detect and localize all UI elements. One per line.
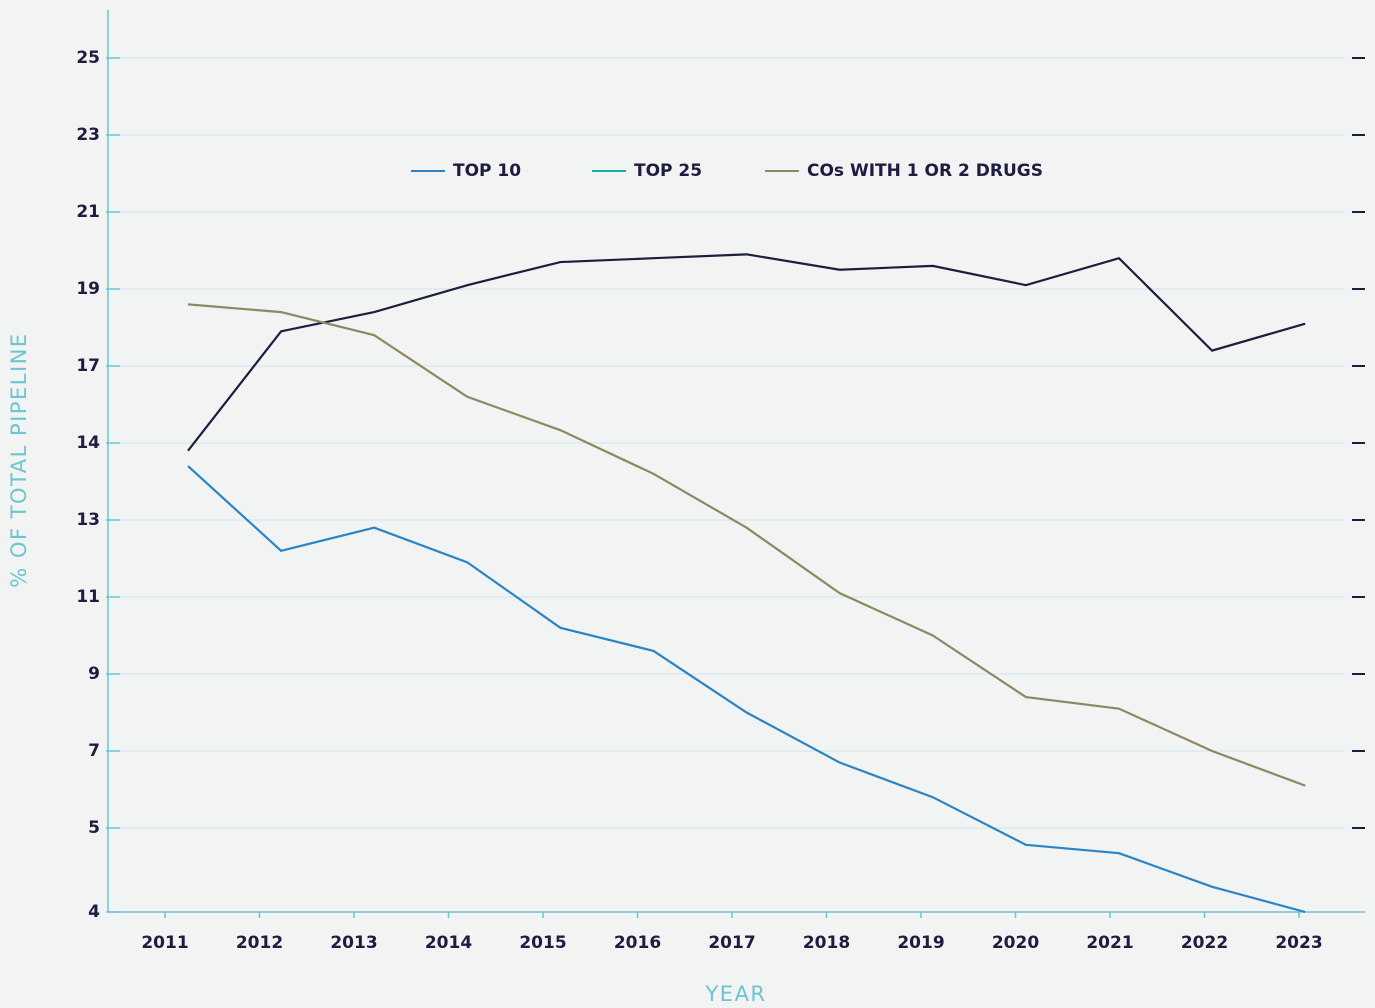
x-axis-title: YEAR (704, 982, 766, 1006)
x-tick-label: 2023 (1275, 933, 1322, 953)
legend-label: COs WITH 1 OR 2 DRUGS (807, 161, 1043, 181)
series-line (187, 303, 1306, 787)
y-tick-label: 23 (76, 125, 100, 145)
y-tick-label: 17 (76, 356, 100, 376)
y-tick-label: 4 (88, 902, 100, 922)
x-tick-label: 2018 (803, 933, 850, 953)
y-tick-label: 9 (88, 664, 100, 684)
x-tick-label: 2020 (992, 933, 1039, 953)
series-line (187, 253, 1306, 452)
x-tick-label: 2021 (1086, 933, 1133, 953)
series-line (187, 465, 1306, 914)
x-tick-label: 2017 (708, 933, 755, 953)
x-tick-label: 2015 (519, 933, 566, 953)
y-tick-label: 11 (76, 587, 100, 607)
y-tick-label: 19 (76, 279, 100, 299)
legend-label: TOP 10 (453, 161, 521, 181)
x-tick-label: 2022 (1181, 933, 1228, 953)
x-tick-label: 2014 (425, 933, 472, 953)
x-tick-label: 2012 (236, 933, 283, 953)
x-tick-label: 2013 (330, 933, 377, 953)
y-tick-label: 25 (76, 48, 100, 68)
x-tick-label: 2016 (614, 933, 661, 953)
y-tick-label: 5 (88, 818, 100, 838)
y-tick-label: 13 (76, 510, 100, 530)
x-tick-label: 2019 (897, 933, 944, 953)
y-tick-label: 21 (76, 202, 100, 222)
y-axis-title: % OF TOTAL PIPELINE (7, 332, 31, 587)
y-tick-label: 14 (76, 433, 100, 453)
legend-label: TOP 25 (634, 161, 702, 181)
y-tick-label: 7 (88, 741, 100, 761)
x-tick-label: 2011 (141, 933, 188, 953)
